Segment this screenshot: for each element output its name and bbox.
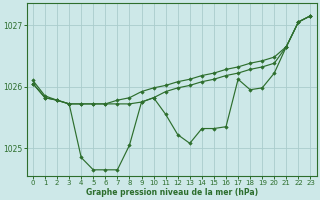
X-axis label: Graphe pression niveau de la mer (hPa): Graphe pression niveau de la mer (hPa) xyxy=(86,188,258,197)
